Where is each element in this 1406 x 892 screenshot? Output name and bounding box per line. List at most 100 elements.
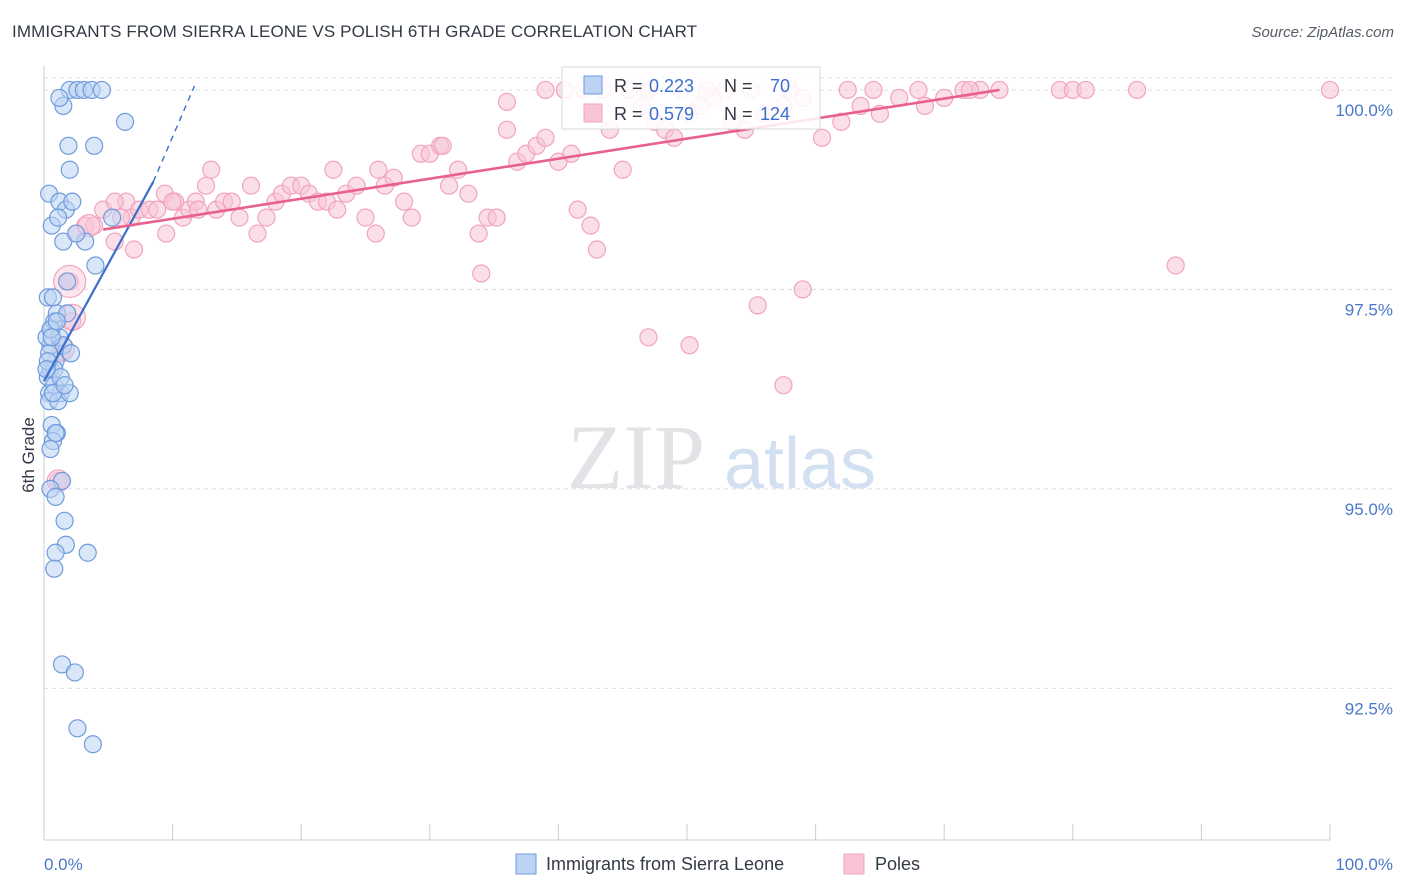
poles-point-49 — [487, 208, 506, 227]
poles-point-95 — [1076, 80, 1095, 100]
sierra-leone-point-62 — [46, 423, 65, 443]
legend-box: R = 0.223 N = 70 R = 0.579 N = 124 — [561, 66, 821, 130]
poles-point-61 — [613, 160, 632, 179]
poles-point-120 — [105, 192, 124, 211]
bottom-legend-swatch-poles — [843, 853, 865, 875]
poles-point-90 — [1166, 256, 1185, 275]
legend-r-value-sierra-leone: 0.223 — [649, 76, 694, 96]
poles-point-118 — [163, 192, 182, 211]
poles-point-46 — [459, 184, 478, 203]
poles-point-89 — [774, 376, 793, 395]
watermark: ZIP atlas — [567, 406, 876, 508]
gridlines — [44, 77, 1392, 689]
poles-point-74 — [812, 128, 832, 147]
bottom-legend-label-poles: Poles — [875, 854, 920, 874]
legend-n-label-poles: N = — [724, 104, 753, 124]
chart-title: IMMIGRANTS FROM SIERRA LEONE VS POLISH 6… — [12, 22, 698, 41]
y-tick-label-2: 95.0% — [1345, 500, 1393, 519]
poles-point-35 — [356, 208, 375, 227]
poles-point-99 — [838, 80, 857, 100]
poles-point-121 — [85, 216, 104, 235]
y-tick-label-3: 92.5% — [1345, 699, 1393, 718]
y-axis-title: 6th Grade — [19, 417, 38, 493]
sierra-leone-point-29 — [78, 543, 97, 562]
sierra-leone-point-44 — [60, 160, 79, 179]
sierra-leone-point-26 — [55, 511, 74, 530]
sierra-leone-point-54 — [115, 112, 135, 131]
legend-n-value-poles: 124 — [760, 104, 790, 124]
x-tick-label-1: 100.0% — [1335, 855, 1393, 874]
legend-swatch-poles — [583, 103, 603, 123]
poles-point-91 — [1127, 80, 1147, 100]
sierra-leone-point-33 — [68, 719, 87, 738]
sierra-leone-point-34 — [83, 735, 102, 754]
axes: 100.0% 97.5% 95.0% 92.5% 0.0% 100.0% — [43, 66, 1393, 874]
poles-point-11 — [148, 200, 167, 219]
legend-swatch-sierra-leone — [583, 75, 603, 95]
sierra-leone-point-12 — [61, 344, 81, 363]
poles-point-86 — [680, 336, 699, 355]
sierra-leone-points — [37, 80, 135, 754]
sierra-leone-point-58 — [47, 312, 66, 331]
sierra-leone-trend-line — [43, 181, 155, 382]
poles-point-110 — [536, 80, 555, 100]
poles-point-47 — [469, 224, 488, 243]
poles-point-98 — [864, 80, 883, 100]
poles-point-56 — [562, 144, 581, 163]
poles-point-40 — [402, 208, 421, 227]
bottom-legend-swatch-sierra-leone — [515, 853, 537, 875]
poles-point-88 — [793, 280, 812, 299]
poles-point-117 — [124, 240, 144, 259]
poles-point-32 — [328, 200, 347, 219]
svg-text:atlas: atlas — [724, 424, 876, 504]
y-tick-label-0: 100.0% — [1335, 101, 1393, 120]
sierra-leone-point-28 — [46, 543, 65, 562]
poles-point-85 — [639, 328, 658, 347]
svg-text:ZIP: ZIP — [567, 406, 705, 508]
poles-point-58 — [581, 216, 600, 235]
poles-point-44 — [439, 176, 459, 195]
sierra-leone-point-42 — [86, 256, 105, 275]
poles-point-114 — [324, 160, 343, 179]
bottom-legend: Immigrants from Sierra Leone Poles — [515, 853, 920, 875]
sierra-leone-point-65 — [58, 272, 77, 291]
legend-n-value-sierra-leone: 70 — [770, 76, 790, 96]
sierra-leone-point-67 — [41, 439, 60, 459]
sierra-leone-point-43 — [103, 208, 122, 227]
poles-point-116 — [157, 224, 176, 243]
poles-point-59 — [587, 240, 607, 259]
sierra-leone-point-60 — [42, 328, 61, 347]
sierra-leone-point-45 — [59, 136, 78, 155]
poles-point-112 — [433, 136, 452, 155]
poles-point-57 — [568, 200, 587, 219]
sierra-leone-point-53 — [50, 88, 69, 108]
poles-point-17 — [196, 176, 216, 195]
legend-r-label-sierra-leone: R = — [614, 76, 643, 96]
sierra-leone-point-51 — [92, 80, 111, 100]
sierra-leone-trend-extension — [152, 85, 196, 182]
poles-point-113 — [369, 160, 388, 179]
sierra-leone-point-8 — [43, 288, 63, 307]
sierra-leone-point-30 — [45, 559, 64, 578]
sierra-leone-point-32 — [65, 663, 84, 682]
poles-point-92 — [1320, 80, 1340, 100]
poles-point-65 — [665, 128, 684, 147]
legend-r-label-poles: R = — [614, 104, 643, 124]
poles-point-36 — [366, 224, 385, 243]
sierra-leone-point-68 — [55, 376, 74, 395]
legend-r-value-poles: 0.579 — [649, 104, 694, 124]
sierra-leone-point-63 — [67, 224, 86, 243]
poles-trend-line — [102, 88, 1000, 231]
x-tick-label-0: 0.0% — [44, 855, 83, 874]
bottom-legend-label-sierra-leone: Immigrants from Sierra Leone — [546, 854, 784, 874]
poles-point-39 — [394, 192, 414, 211]
poles-point-111 — [497, 92, 517, 112]
sierra-leone-point-64 — [49, 208, 68, 227]
poles-point-24 — [257, 208, 276, 227]
poles-point-54 — [536, 128, 555, 147]
chart-source: Source: ZipAtlas.com — [1251, 24, 1394, 41]
poles-point-23 — [248, 224, 267, 243]
poles-point-22 — [241, 176, 261, 195]
sierra-leone-point-38 — [63, 192, 82, 211]
